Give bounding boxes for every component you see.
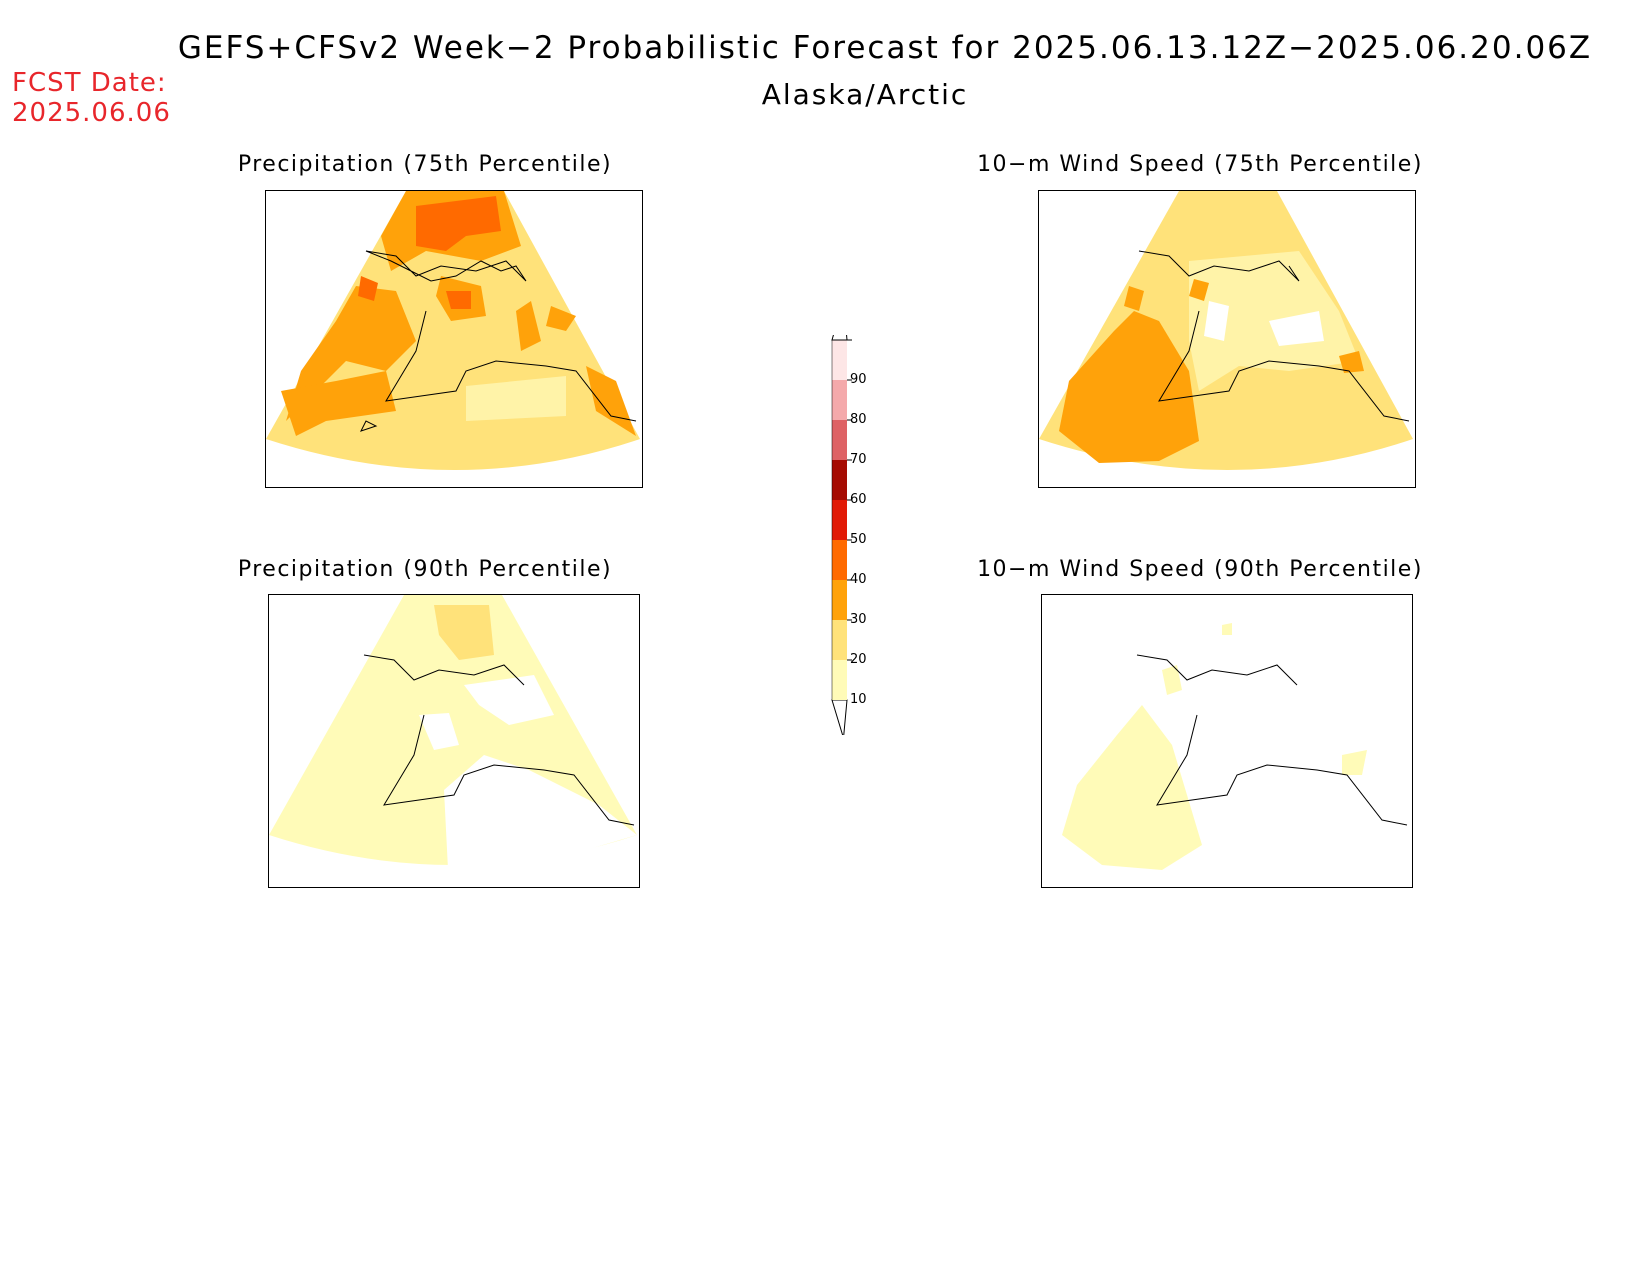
map-precip-75 [266,191,640,470]
legend-box [832,620,847,660]
forecast-date-value: 2025.06.06 [12,98,171,128]
legend-label-20: 20 [850,652,867,667]
legend-box [832,460,847,500]
legend-label-80: 80 [850,412,867,427]
forecast-date-label: FCST Date: [12,68,167,98]
map-wind-90 [1062,623,1408,870]
map-panel-precip-90 [268,594,640,888]
legend-label-10: 10 [850,692,867,707]
legend-top-cap [831,335,848,341]
legend-box [832,580,847,620]
map-panel-precip-75 [265,190,643,488]
legend-box [832,660,847,700]
forecast-date: FCST Date: 2025.06.06 [12,68,171,128]
map-panel-wind-90 [1041,594,1413,888]
legend-box [832,420,847,460]
legend-label-40: 40 [850,572,867,587]
legend-box [832,500,847,540]
map-precip-90 [269,595,637,887]
legend-label-90: 90 [850,372,867,387]
panel-title-wind-75: 10−m Wind Speed (75th Percentile) [977,152,1423,177]
legend-label-70: 70 [850,452,867,467]
legend-box [832,540,847,580]
legend-box [832,340,847,380]
panel-title-precip-75: Precipitation (75th Percentile) [237,152,613,177]
legend-label-30: 30 [850,612,867,627]
map-panel-wind-75 [1038,190,1416,488]
legend-label-50: 50 [850,532,867,547]
main-title: GEFS+CFSv2 Week−2 Probabilistic Forecast… [177,30,1593,66]
legend-label-60: 60 [850,492,867,507]
legend-box [832,380,847,420]
region-subtitle: Alaska/Arctic [761,78,969,111]
panel-title-wind-90: 10−m Wind Speed (90th Percentile) [977,557,1423,582]
map-wind-75 [1039,191,1413,470]
panel-title-precip-90: Precipitation (90th Percentile) [237,557,613,582]
legend-colorbar [831,335,852,735]
legend-bottom-cap [831,699,848,735]
